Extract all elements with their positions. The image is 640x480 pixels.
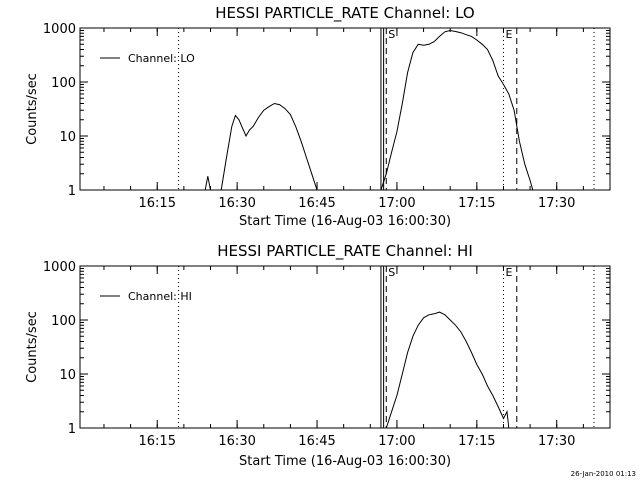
y-tick-label: 100 [51, 314, 76, 329]
series-line [220, 102, 318, 191]
chart-title: HESSI PARTICLE_RATE Channel: LO [215, 4, 474, 23]
x-tick-label: 16:45 [298, 434, 335, 449]
x-tick-label: 17:30 [538, 434, 575, 449]
x-tick-label: 17:00 [378, 196, 415, 211]
chart-title: HESSI PARTICLE_RATE Channel: HI [217, 242, 473, 261]
chart-panel-1: HESSI PARTICLE_RATE Channel: HI Counts/se… [25, 242, 611, 469]
y-tick-label: 10 [59, 368, 76, 383]
event-marker-label: S [388, 28, 395, 41]
plot-frame [79, 265, 611, 429]
legend-label: Channel: LO [128, 52, 195, 65]
y-tick-label: 100 [51, 76, 76, 91]
series-line [385, 311, 510, 429]
timestamp-label: 26-Jan-2010 01:13 [571, 470, 636, 478]
event-marker-label: E [505, 266, 512, 279]
x-tick-label: 16:45 [298, 196, 335, 211]
series-line [204, 176, 211, 191]
y-tick-label: 1000 [43, 22, 76, 37]
y-tick-label: 1 [68, 184, 76, 199]
x-tick-label: 16:15 [139, 196, 176, 211]
x-tick-label: 16:30 [218, 196, 255, 211]
x-tick-label: 16:30 [218, 434, 255, 449]
plot-frame [79, 27, 611, 191]
y-axis-label: Counts/sec [25, 311, 40, 383]
x-tick-label: 16:15 [139, 434, 176, 449]
event-marker-label: E [505, 28, 512, 41]
x-axis-label: Start Time (16-Aug-03 16:00:30) [239, 454, 451, 469]
legend-label: Channel: HI [128, 290, 192, 303]
y-tick-label: 10 [59, 130, 76, 145]
x-axis-label: Start Time (16-Aug-03 16:00:30) [239, 214, 451, 229]
series-line [380, 29, 534, 191]
x-tick-label: 17:15 [458, 434, 495, 449]
y-tick-label: 1 [68, 422, 76, 437]
chart-panel-0: HESSI PARTICLE_RATE Channel: LO Counts/se… [25, 4, 611, 229]
event-marker-label: S [388, 266, 395, 279]
x-tick-label: 17:30 [538, 196, 575, 211]
y-tick-label: 1000 [43, 260, 76, 275]
x-tick-label: 17:15 [458, 196, 495, 211]
x-tick-label: 17:00 [378, 434, 415, 449]
y-axis-label: Counts/sec [25, 73, 40, 145]
